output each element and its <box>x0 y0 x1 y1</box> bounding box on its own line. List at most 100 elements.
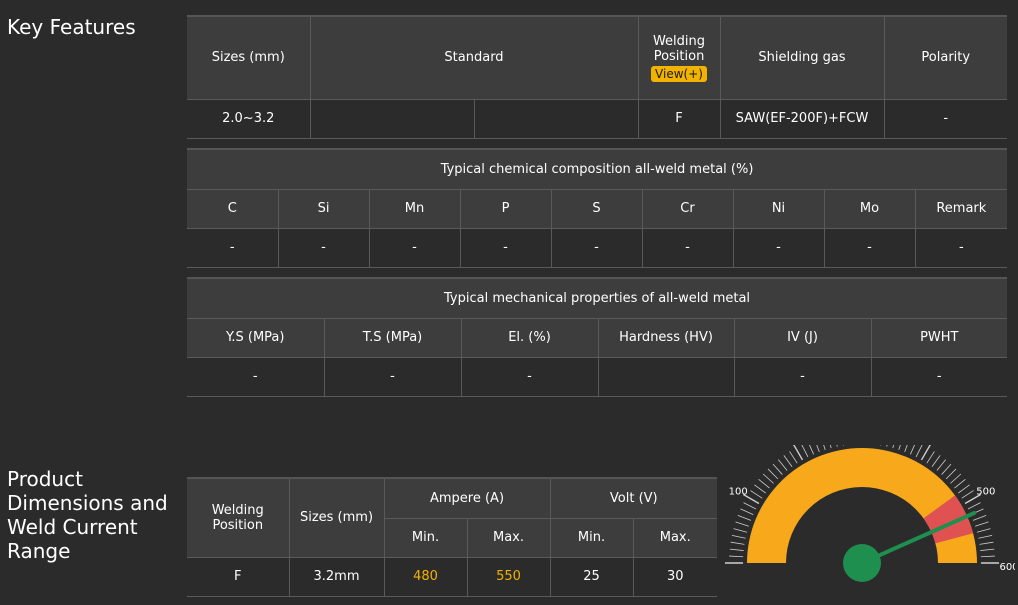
gauge-tick <box>740 508 754 515</box>
chem-header-si: Si <box>277 189 369 229</box>
mechanical-properties-title: Typical mechanical properties of all-wel… <box>187 277 1008 319</box>
gauge-tick <box>892 445 895 449</box>
gauge-tick <box>767 468 779 480</box>
spec-table: Sizes (mm) Standard Welding Position Vie… <box>187 15 1007 139</box>
mech-value-el: - <box>460 357 598 397</box>
gauge-tick <box>904 445 908 453</box>
product-title-line2: Dimensions and <box>7 491 168 515</box>
header-ampere-min: Min. <box>383 518 467 558</box>
gauge-label-600: 600 <box>999 562 1015 573</box>
header-position-line2: Position <box>653 48 705 64</box>
mech-header-ys: Y.S (MPa) <box>187 318 324 358</box>
gauge-tick <box>729 548 744 551</box>
header-standard: Standard <box>309 15 638 100</box>
mech-header-pwht: PWHT <box>870 318 1008 358</box>
gauge-tick <box>898 445 901 450</box>
gauge-tick <box>777 459 788 471</box>
gauge-tick <box>754 484 766 494</box>
gauge-tick <box>961 490 974 499</box>
chem-header-c: C <box>187 189 278 229</box>
cell-size: 3.2mm <box>288 557 384 597</box>
gauge-tick <box>979 541 994 545</box>
gauge-tick <box>950 473 962 484</box>
chem-value-si: - <box>277 228 369 268</box>
gauge-tick <box>976 528 991 533</box>
gauge-tick <box>793 445 804 461</box>
gauge-tick <box>772 463 783 475</box>
gauge-tick <box>829 445 832 449</box>
gauge-tick <box>958 484 970 494</box>
header-welding-position: Welding Position <box>187 477 289 558</box>
header-ampere: Ampere (A) <box>383 477 551 519</box>
header-position-line1: Welding <box>652 33 706 49</box>
gauge-tick <box>737 514 752 521</box>
gauge-tick <box>816 445 820 453</box>
mech-value-ts: - <box>323 357 461 397</box>
gauge-tick <box>926 451 935 464</box>
cell-position: F <box>637 99 720 139</box>
cell-sizes: 2.0~3.2 <box>187 99 310 139</box>
header-shielding-gas: Shielding gas <box>719 15 884 100</box>
gauge-tick <box>931 455 941 467</box>
current-range-gauge: 0 100 200 400 500 600 <box>725 445 1015 582</box>
cell-polarity: - <box>883 99 1007 139</box>
gauge-tick <box>733 528 748 533</box>
gauge-label-100: 100 <box>729 487 748 498</box>
gauge-tick <box>743 493 760 505</box>
product-title-line3: Weld Current <box>7 515 138 539</box>
mech-header-el: El. (%) <box>460 318 598 358</box>
chem-value-mn: - <box>368 228 460 268</box>
chemical-composition-title: Typical chemical composition all-weld me… <box>187 148 1008 190</box>
gauge-track <box>747 448 977 563</box>
mech-value-ys: - <box>187 357 324 397</box>
mech-header-hardness: Hardness (HV) <box>597 318 734 358</box>
gauge-tick <box>729 555 744 558</box>
product-title-line4: Range <box>7 539 71 563</box>
mech-value-hardness <box>597 357 734 397</box>
mech-value-pwht: - <box>870 357 1008 397</box>
gauge-tick <box>975 521 989 527</box>
gauge-tick <box>920 445 931 461</box>
chem-header-s: S <box>550 189 642 229</box>
header-sizes: Sizes (mm) <box>288 477 384 558</box>
header-welding-position: Welding Position View(+) <box>637 15 720 100</box>
gauge-tick <box>980 548 995 551</box>
mech-value-iv: - <box>733 357 871 397</box>
gauge-tick <box>762 473 774 484</box>
gauge-tick <box>731 534 746 539</box>
gauge-tick <box>945 468 957 480</box>
gauge-tick <box>823 445 826 450</box>
gauge-tick <box>941 463 952 475</box>
chem-header-cr: Cr <box>641 189 733 229</box>
gauge-tick <box>967 502 981 510</box>
chem-header-ni: Ni <box>732 189 824 229</box>
gauge-tick <box>758 478 770 489</box>
gauge-tick <box>836 445 838 447</box>
view-positions-button[interactable]: View(+) <box>651 65 707 82</box>
header-position-line2: Position <box>212 517 264 533</box>
cell-standard-2 <box>473 99 638 139</box>
gauge-tick <box>964 493 981 505</box>
chem-value-c: - <box>187 228 278 268</box>
product-title-line1: Product <box>7 467 83 491</box>
gauge-tick <box>789 451 798 464</box>
gauge-tick <box>750 490 763 499</box>
product-dimensions-title: Product Dimensions and Weld Current Rang… <box>7 467 168 563</box>
chem-value-s: - <box>550 228 642 268</box>
gauge-tick <box>972 514 987 521</box>
mechanical-properties-table: Typical mechanical properties of all-wel… <box>187 277 1008 397</box>
chem-header-p: P <box>459 189 551 229</box>
gauge-tick <box>886 445 888 447</box>
header-position-line1: Welding <box>211 502 264 518</box>
gauge-tick <box>980 555 995 558</box>
chem-value-remark: - <box>914 228 1008 268</box>
cell-position: F <box>187 557 289 597</box>
cell-ampere-max: 550 <box>466 557 551 597</box>
chemical-composition-table: Typical chemical composition all-weld me… <box>187 148 1008 268</box>
gauge-hub <box>843 544 881 582</box>
chem-header-mo: Mo <box>823 189 915 229</box>
gauge-ticks <box>725 445 999 564</box>
header-polarity: Polarity <box>883 15 1007 100</box>
header-ampere-max: Max. <box>466 518 551 558</box>
chem-value-ni: - <box>732 228 824 268</box>
